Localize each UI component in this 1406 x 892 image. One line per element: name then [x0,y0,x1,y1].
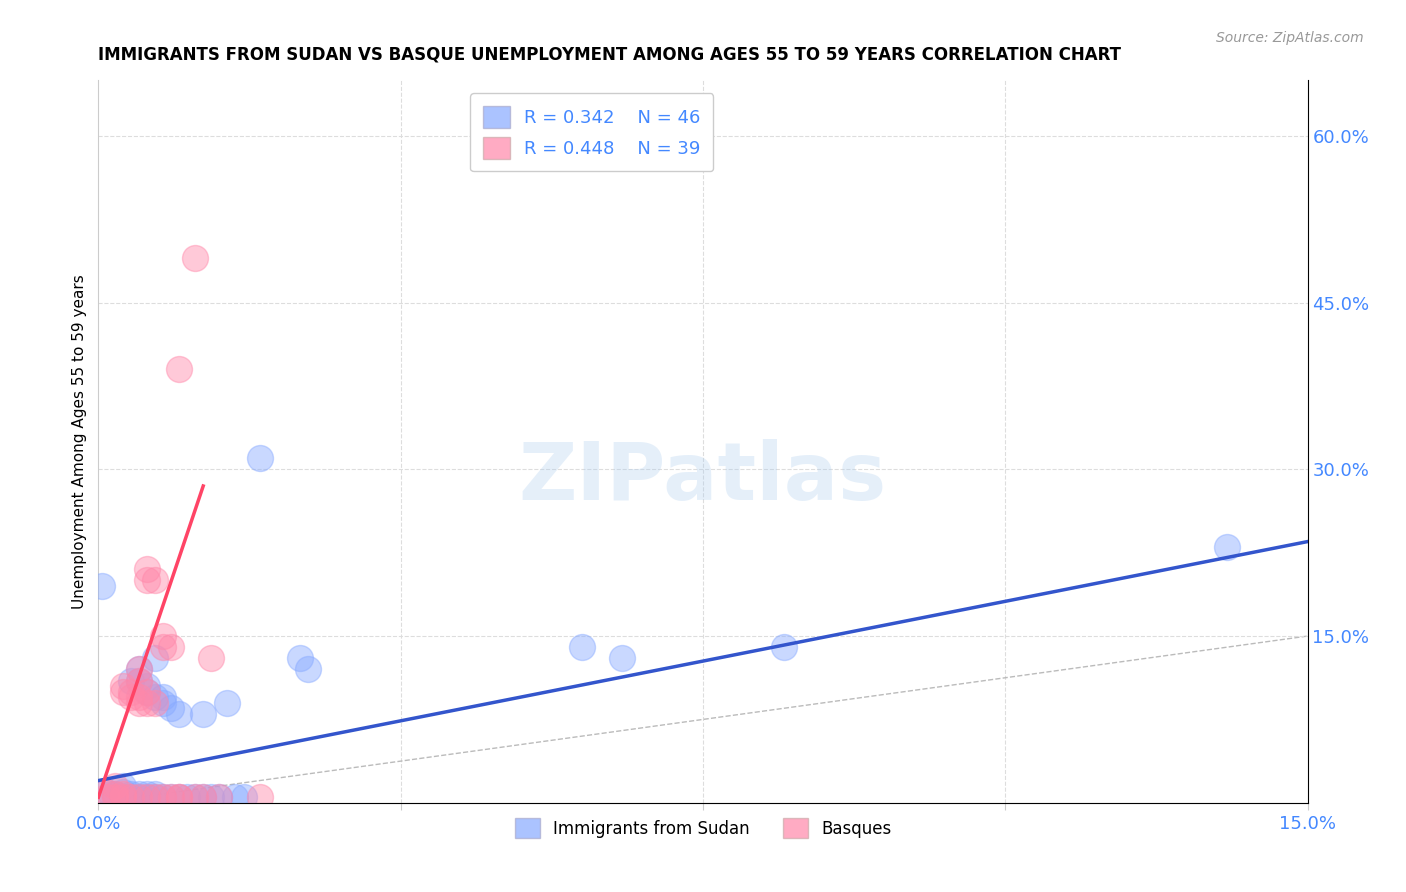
Point [143,696,166,710]
Point [96,785,118,799]
Point [120,673,142,688]
Point [111,679,134,693]
Point [288,651,311,665]
Point [135,684,157,698]
Point [96,785,118,799]
Point [120,790,142,805]
Point [193,706,215,721]
Point [152,629,174,643]
Point [200,651,222,665]
Point [128,790,150,805]
Text: ZIPatlas: ZIPatlas [519,439,887,516]
Point [160,790,183,805]
Point [167,790,190,805]
Point [100,787,122,801]
Point [128,673,150,688]
Point [135,790,157,805]
Point [111,684,134,698]
Y-axis label: Unemployment Among Ages 55 to 59 years: Unemployment Among Ages 55 to 59 years [72,274,87,609]
Point [128,696,150,710]
Legend: Immigrants from Sudan, Basques: Immigrants from Sudan, Basques [508,812,898,845]
Point [612,651,634,665]
Point [111,779,134,793]
Point [152,790,174,805]
Point [135,787,157,801]
Point [152,640,174,655]
Text: Source: ZipAtlas.com: Source: ZipAtlas.com [1216,31,1364,45]
Point [91,579,114,593]
Point [120,790,142,805]
Point [297,662,319,676]
Point [96,790,118,805]
Point [111,785,134,799]
Point [217,696,239,710]
Point [160,790,183,805]
Point [143,574,166,588]
Point [208,790,231,805]
Point [176,790,198,805]
Point [120,690,142,705]
Point [160,701,183,715]
Point [128,673,150,688]
Point [184,251,207,265]
Point [135,684,157,698]
Point [120,787,142,801]
Point [160,640,183,655]
Point [135,574,157,588]
Point [224,790,246,805]
Point [167,362,190,376]
Point [135,562,157,576]
Point [111,790,134,805]
Point [135,696,157,710]
Point [103,779,125,793]
Point [208,790,231,805]
Point [1216,540,1239,554]
Point [232,790,254,805]
Point [135,790,157,805]
Point [772,640,794,655]
Point [103,787,125,801]
Point [103,787,125,801]
Point [128,690,150,705]
Point [128,662,150,676]
Point [167,790,190,805]
Point [143,790,166,805]
Point [249,790,271,805]
Point [152,790,174,805]
Point [111,790,134,805]
Point [143,790,166,805]
Point [167,790,190,805]
Point [103,790,125,805]
Point [193,790,215,805]
Point [571,640,593,655]
Point [128,662,150,676]
Point [128,787,150,801]
Point [249,451,271,466]
Point [143,787,166,801]
Point [143,690,166,705]
Text: IMMIGRANTS FROM SUDAN VS BASQUE UNEMPLOYMENT AMONG AGES 55 TO 59 YEARS CORRELATI: IMMIGRANTS FROM SUDAN VS BASQUE UNEMPLOY… [98,45,1122,63]
Point [184,790,207,805]
Point [152,690,174,705]
Point [200,790,222,805]
Point [103,790,125,805]
Point [143,651,166,665]
Point [128,790,150,805]
Point [111,787,134,801]
Point [167,706,190,721]
Point [184,790,207,805]
Point [193,790,215,805]
Point [120,684,142,698]
Point [135,679,157,693]
Point [152,696,174,710]
